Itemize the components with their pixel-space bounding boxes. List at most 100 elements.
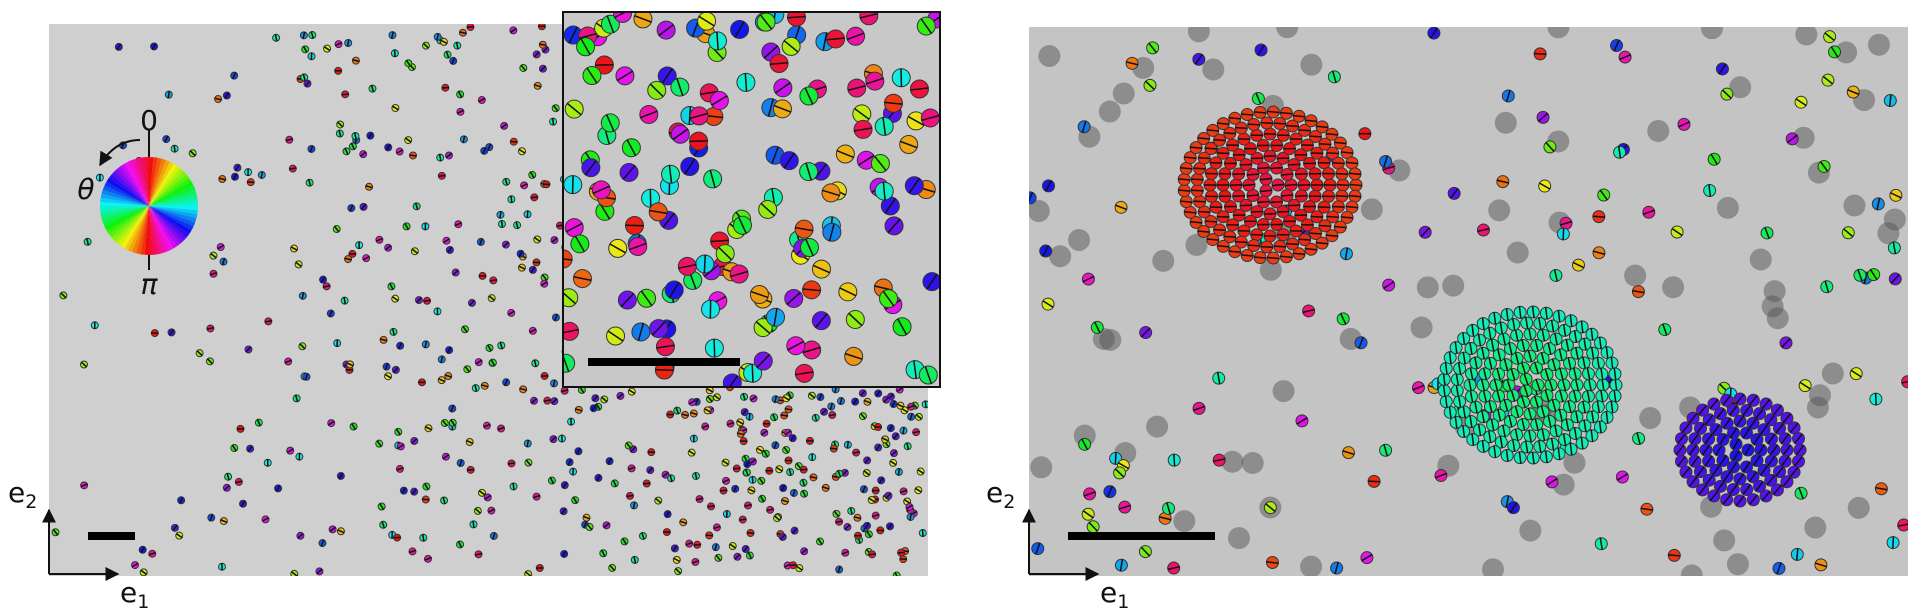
blur-particle [1680, 564, 1703, 576]
particle-stripe [755, 321, 771, 335]
particle-stripe [1773, 484, 1782, 496]
particle-stripe [1890, 192, 1902, 199]
particle-stripe [1193, 405, 1205, 412]
particle-stripe [734, 21, 745, 38]
particle-stripe [783, 152, 795, 169]
particle-stripe [1339, 313, 1347, 325]
particle-stripe [543, 399, 551, 403]
particle-stripe [1229, 183, 1243, 187]
wheel-sector [111, 171, 149, 206]
particle-stripe [214, 97, 222, 101]
particle-stripe [1548, 379, 1554, 391]
particle-stripe [328, 309, 333, 317]
particle-stripe [475, 359, 483, 365]
particle-stripe [1560, 220, 1572, 226]
particle-stripe [605, 114, 615, 132]
particle-stripe [285, 137, 293, 142]
particle-stripe [814, 414, 818, 422]
particle-stripe [1250, 157, 1264, 160]
particle-stripe [497, 426, 505, 431]
particle-stripe [316, 568, 323, 575]
particle-stripe [262, 517, 269, 522]
particle-stripe [436, 33, 440, 41]
particle-stripe [391, 328, 396, 336]
particle-stripe [1145, 80, 1155, 91]
particle-stripe [1228, 250, 1241, 254]
blur-particle [1416, 276, 1439, 299]
axis-label: e2 [986, 476, 1015, 513]
particle-stripe [1550, 319, 1555, 333]
particle-stripe [441, 86, 449, 89]
particle-stripe [540, 281, 548, 287]
particle-stripe [1698, 484, 1707, 496]
particle-stripe [438, 378, 446, 383]
particle-stripe [739, 518, 747, 521]
scale-bar [1068, 532, 1215, 540]
wheel-sector [108, 174, 149, 206]
particle-stripe [576, 447, 581, 455]
particle-stripe [629, 242, 647, 251]
particle-stripe [1295, 195, 1308, 198]
blur-particle [1029, 200, 1050, 223]
particle-stripe [625, 442, 632, 449]
wheel-sector [149, 206, 197, 223]
particle-stripe [728, 375, 739, 387]
particle-stripe [365, 185, 373, 189]
particle-stripe [226, 473, 230, 481]
particle-stripe [401, 487, 407, 495]
wheel-sector [149, 159, 170, 206]
particle-stripe [860, 412, 866, 420]
particle-stripe [80, 483, 88, 488]
particle-stripe [1271, 183, 1285, 187]
particle-stripe [542, 46, 549, 53]
particle-stripe [883, 396, 890, 403]
particle-stripe [833, 510, 840, 518]
particle-stripe [362, 255, 370, 261]
particle-stripe [1348, 172, 1362, 176]
particle-stripe [1190, 221, 1203, 224]
particle-stripe [392, 105, 399, 111]
particle-stripe [849, 507, 853, 515]
wheel-sector [149, 161, 174, 206]
particle-stripe [1580, 437, 1584, 450]
particle-stripe [1735, 495, 1745, 507]
particle-stripe [878, 477, 884, 484]
particle-stripe [247, 445, 253, 452]
particle-stripe [1235, 126, 1248, 130]
particle-stripe [565, 222, 583, 233]
particle-stripe [839, 287, 857, 297]
particle-stripe [566, 102, 582, 116]
particle-stripe [685, 541, 693, 546]
particle-stripe [1704, 433, 1713, 445]
particle-stripe [896, 387, 904, 393]
wheel-sector [100, 193, 149, 206]
particle-stripe [1551, 399, 1557, 412]
particle-stripe [1782, 476, 1792, 487]
particle-stripe [688, 450, 696, 456]
particle-stripe [423, 299, 431, 302]
particle-stripe [864, 457, 870, 464]
particle-stripe [1502, 333, 1506, 346]
particle-stripe [1547, 342, 1552, 355]
particle-stripe [533, 494, 541, 499]
particle-stripe [1293, 114, 1306, 118]
particle-stripe [1257, 200, 1270, 204]
particle-stripe [220, 563, 224, 571]
particle [563, 353, 576, 373]
particle-stripe [1497, 409, 1502, 422]
particle-stripe [872, 513, 880, 518]
particle-stripe [616, 70, 634, 82]
particle-stripe [168, 329, 175, 336]
particle-stripe [722, 459, 729, 466]
particle-stripe [1875, 486, 1888, 491]
particle-stripe [1288, 204, 1301, 207]
particle-stripe [116, 43, 122, 51]
particle-stripe [628, 389, 636, 395]
particle-stripe [781, 499, 789, 503]
particle-stripe [900, 140, 918, 149]
particle-stripe [863, 470, 870, 476]
wheel-sector [140, 157, 149, 206]
particle-stripe [887, 522, 893, 530]
particle-stripe [1715, 444, 1723, 456]
particle-stripe [1892, 241, 1897, 254]
